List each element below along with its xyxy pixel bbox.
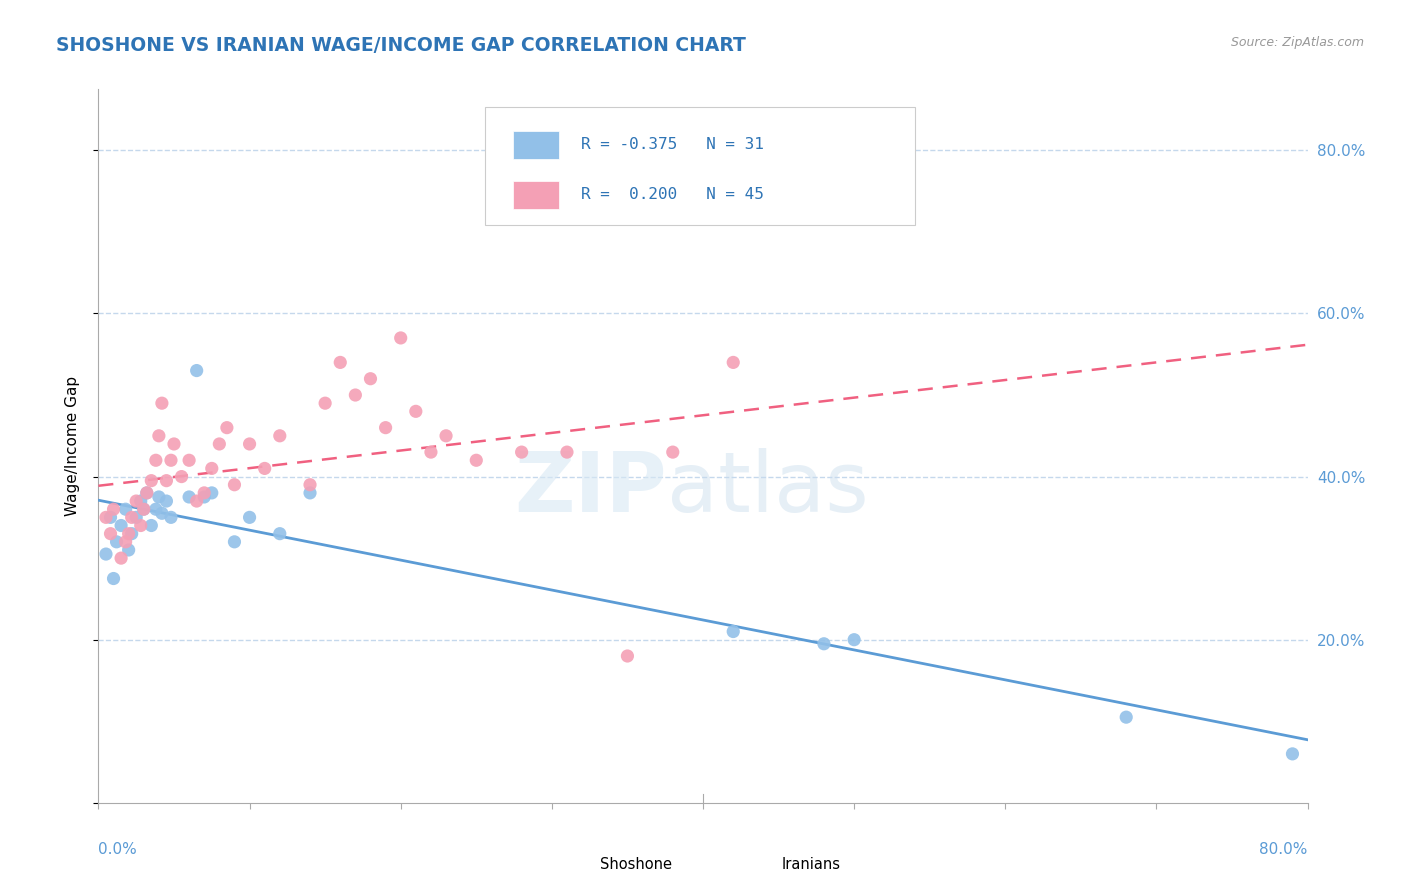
Point xyxy=(145,502,167,516)
Point xyxy=(163,437,186,451)
Point xyxy=(121,526,143,541)
Point xyxy=(129,518,152,533)
Point xyxy=(465,453,488,467)
Point xyxy=(662,445,685,459)
Point xyxy=(239,437,262,451)
Point xyxy=(179,453,201,467)
Point xyxy=(299,477,322,491)
Point xyxy=(239,510,262,524)
FancyBboxPatch shape xyxy=(513,180,560,209)
Point xyxy=(148,490,170,504)
Point xyxy=(160,510,183,524)
Text: R =  0.200   N = 45: R = 0.200 N = 45 xyxy=(581,187,763,202)
Point xyxy=(224,477,246,491)
Point xyxy=(94,547,117,561)
Point xyxy=(269,526,291,541)
Point xyxy=(141,474,163,488)
Point xyxy=(148,429,170,443)
Point xyxy=(129,494,152,508)
Point xyxy=(723,624,745,639)
Point xyxy=(269,429,291,443)
Point xyxy=(94,510,117,524)
Point xyxy=(360,372,382,386)
Point xyxy=(389,331,412,345)
Point xyxy=(314,396,336,410)
Text: 80.0%: 80.0% xyxy=(1260,842,1308,857)
Point xyxy=(155,474,177,488)
Point xyxy=(155,494,177,508)
Point xyxy=(114,534,136,549)
Point xyxy=(1281,747,1303,761)
Point xyxy=(105,534,128,549)
Point xyxy=(215,420,238,434)
Point xyxy=(179,490,201,504)
Point xyxy=(555,445,578,459)
Point xyxy=(224,534,246,549)
Point xyxy=(434,429,457,443)
Point xyxy=(193,490,215,504)
Point xyxy=(253,461,276,475)
Point xyxy=(208,437,231,451)
Point xyxy=(344,388,367,402)
Point xyxy=(723,355,745,369)
Text: R = -0.375   N = 31: R = -0.375 N = 31 xyxy=(581,137,763,153)
Point xyxy=(186,494,208,508)
Point xyxy=(100,510,122,524)
Point xyxy=(110,518,132,533)
Point xyxy=(135,486,157,500)
Point xyxy=(145,453,167,467)
Text: Iranians: Iranians xyxy=(782,857,841,872)
Point xyxy=(186,363,208,377)
Point xyxy=(150,396,173,410)
Point xyxy=(1115,710,1137,724)
Point xyxy=(110,551,132,566)
Point xyxy=(374,420,396,434)
Y-axis label: Wage/Income Gap: Wage/Income Gap xyxy=(65,376,80,516)
Point xyxy=(125,510,148,524)
Point xyxy=(103,502,125,516)
Point xyxy=(201,486,224,500)
Point xyxy=(510,445,533,459)
Point xyxy=(114,502,136,516)
Point xyxy=(420,445,443,459)
Point xyxy=(118,543,141,558)
Point xyxy=(100,526,122,541)
Point xyxy=(132,502,155,516)
Text: 0.0%: 0.0% xyxy=(98,842,138,857)
Point xyxy=(844,632,866,647)
FancyBboxPatch shape xyxy=(513,130,560,159)
Point xyxy=(118,526,141,541)
FancyBboxPatch shape xyxy=(740,856,776,876)
Point xyxy=(299,486,322,500)
Point xyxy=(125,494,148,508)
Point xyxy=(141,518,163,533)
Text: SHOSHONE VS IRANIAN WAGE/INCOME GAP CORRELATION CHART: SHOSHONE VS IRANIAN WAGE/INCOME GAP CORR… xyxy=(56,36,747,54)
Text: Source: ZipAtlas.com: Source: ZipAtlas.com xyxy=(1230,36,1364,49)
Point xyxy=(193,486,215,500)
Point xyxy=(616,648,638,663)
Point xyxy=(201,461,224,475)
Point xyxy=(132,502,155,516)
FancyBboxPatch shape xyxy=(558,856,595,876)
Text: Shoshone: Shoshone xyxy=(600,857,672,872)
Point xyxy=(170,469,193,483)
Text: atlas: atlas xyxy=(666,449,869,529)
Point xyxy=(405,404,427,418)
Text: ZIP: ZIP xyxy=(515,449,666,529)
Point xyxy=(150,506,173,520)
Point xyxy=(135,486,157,500)
Point xyxy=(160,453,183,467)
Point xyxy=(813,637,835,651)
Point xyxy=(329,355,352,369)
FancyBboxPatch shape xyxy=(485,107,915,225)
Point xyxy=(121,510,143,524)
Point xyxy=(103,572,125,586)
